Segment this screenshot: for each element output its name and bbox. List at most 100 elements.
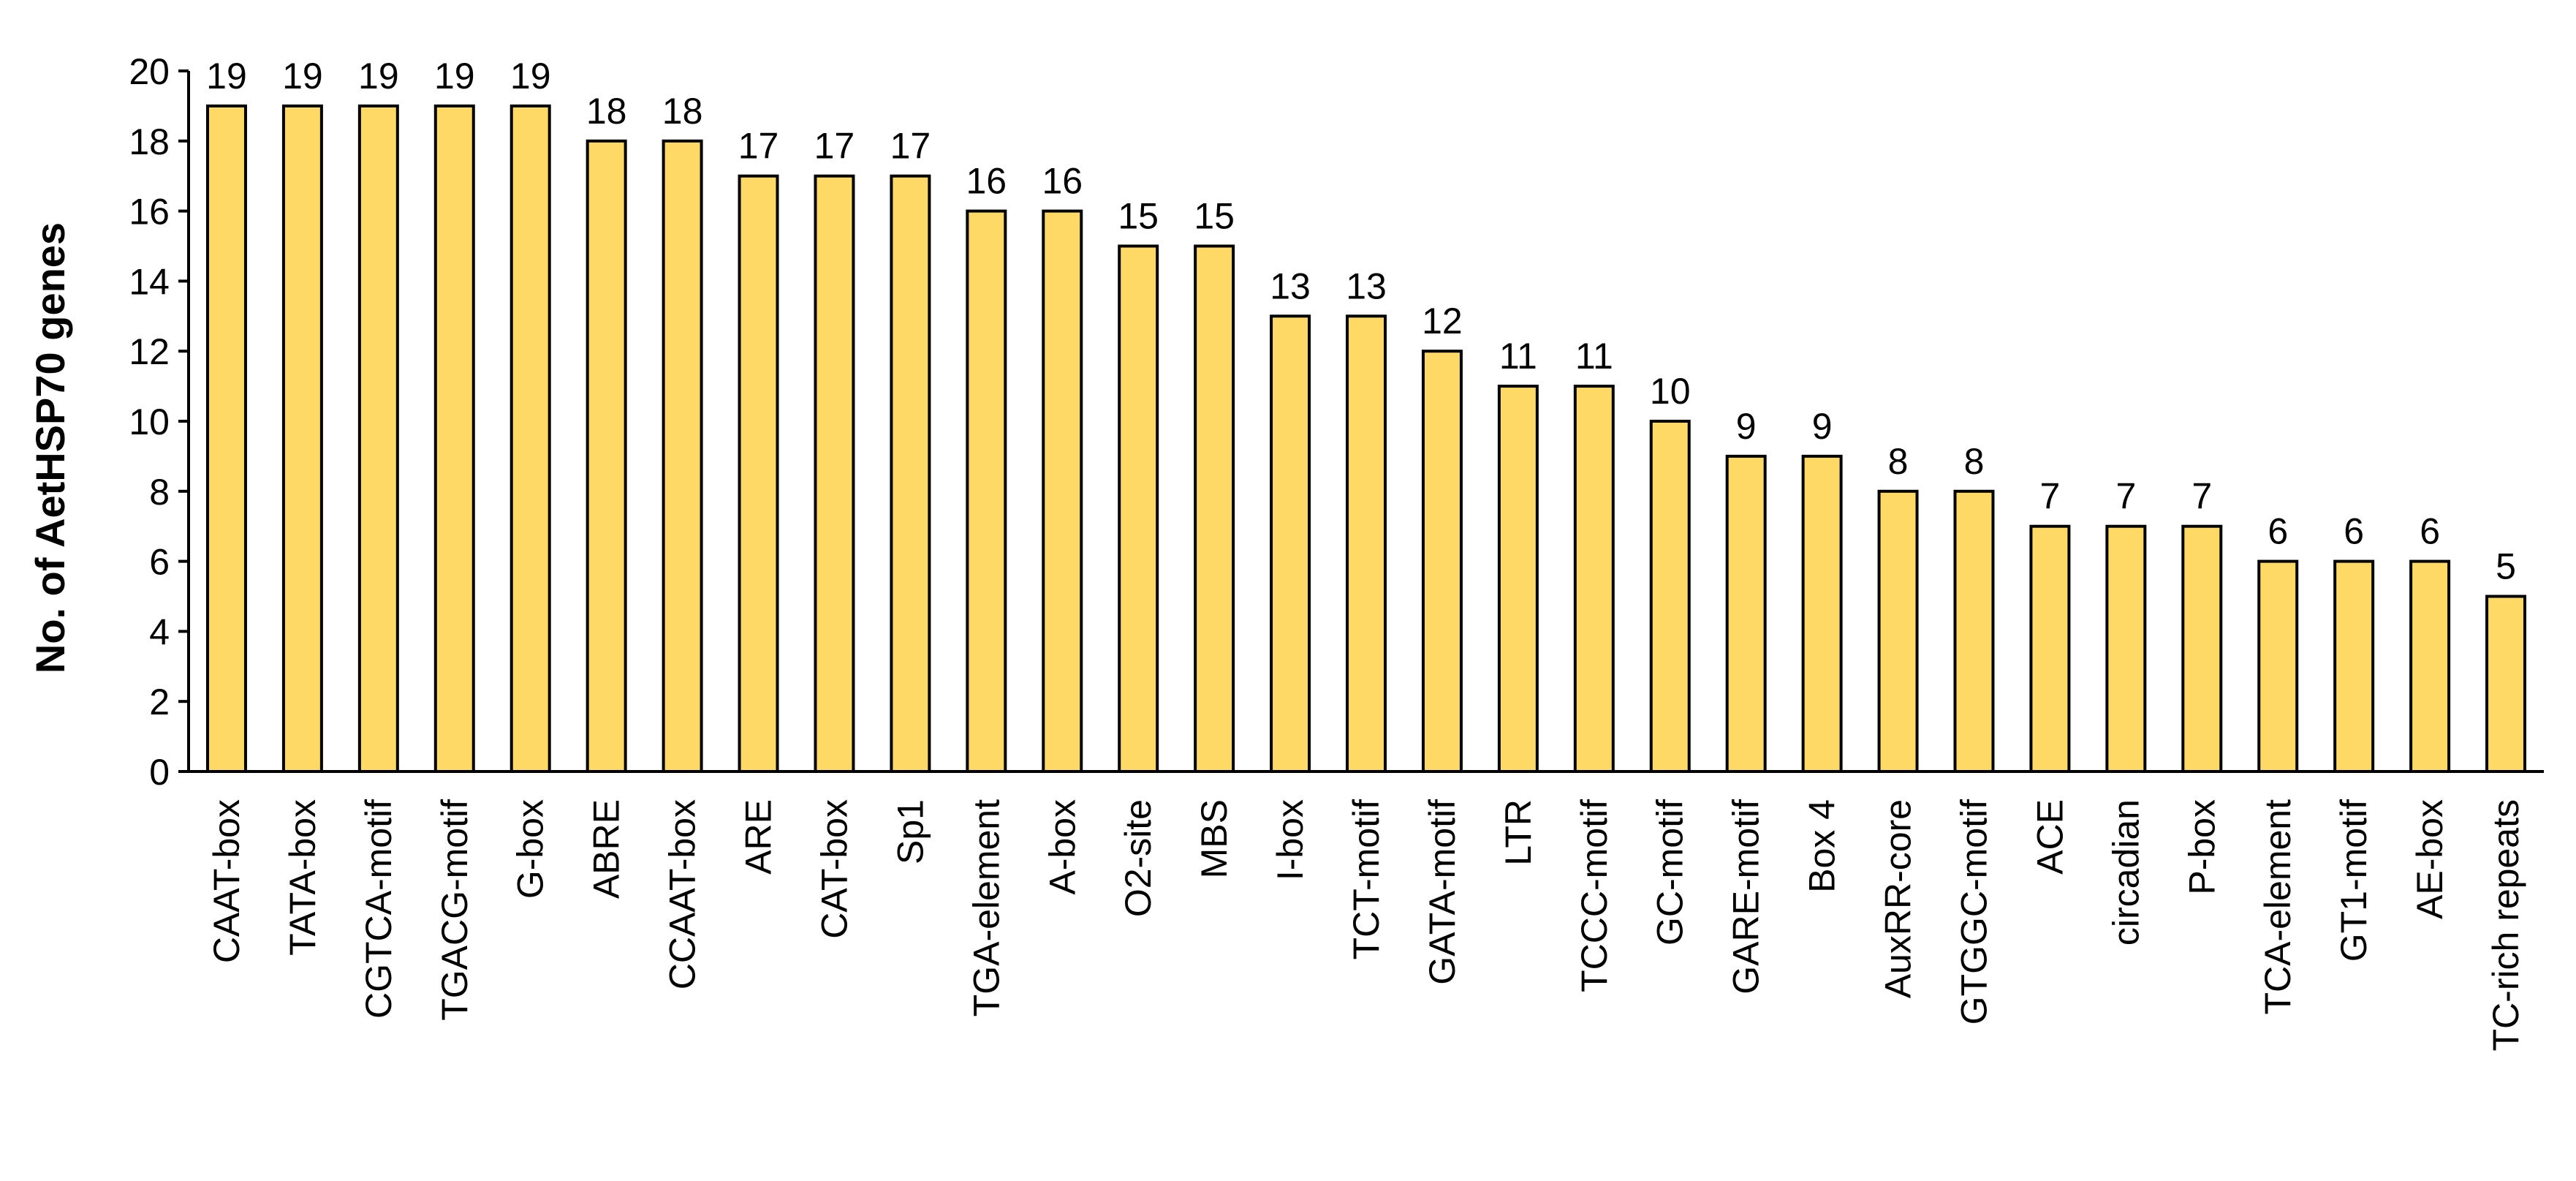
x-category-label: TC-rich repeats <box>2485 799 2526 1052</box>
bar <box>2485 595 2527 773</box>
x-category-label: ARE <box>738 799 779 875</box>
data-label: 7 <box>2040 476 2061 517</box>
bar <box>1421 350 1463 773</box>
data-label: 13 <box>1346 265 1387 306</box>
bar <box>662 139 703 774</box>
bar <box>2181 524 2223 773</box>
bar <box>1953 489 1995 773</box>
x-category-label: circadian <box>2105 799 2146 946</box>
data-label: 5 <box>2496 546 2516 587</box>
bars <box>205 104 2527 774</box>
x-category-label: TCA-element <box>2257 799 2298 1015</box>
x-category-label: CGTCA-motif <box>358 799 399 1019</box>
bar <box>1877 489 1919 773</box>
x-category-label: G-box <box>510 799 551 899</box>
x-axis-labels: CAAT-box TATA-box CGTCA-motif TGACG-motif G-… <box>206 799 2526 1052</box>
x-category-label: TCT-motif <box>1346 799 1387 960</box>
x-category-label: TATA-box <box>282 799 323 956</box>
data-label: 16 <box>1042 161 1083 202</box>
x-category-label: ABRE <box>586 799 627 899</box>
data-label: 17 <box>738 126 779 167</box>
x-category-label: O2-site <box>1118 799 1159 917</box>
y-tick-label: 2 <box>149 682 170 722</box>
x-category-label: AE-box <box>2409 799 2450 919</box>
x-category-label: I-box <box>1270 799 1311 880</box>
data-labels: 19 19 19 19 19 18 18 17 17 17 16 16 15 15 13 13 12 11 11 10… <box>206 56 2516 587</box>
data-label: 13 <box>1270 265 1311 306</box>
bar <box>966 209 1007 774</box>
data-label: 11 <box>1499 336 1537 377</box>
bar <box>205 104 247 773</box>
y-tick-label: 8 <box>149 472 170 513</box>
bar <box>1346 314 1387 773</box>
data-label: 18 <box>586 91 627 132</box>
bar <box>2257 559 2299 773</box>
data-label: 8 <box>1964 441 1985 482</box>
data-label: 6 <box>2344 511 2364 552</box>
data-label: 19 <box>510 56 551 97</box>
data-label: 10 <box>1650 371 1691 412</box>
x-category-label: GT1-motif <box>2333 799 2374 962</box>
x-category-label: ACE <box>2029 799 2070 875</box>
data-label: 6 <box>2420 511 2440 552</box>
x-category-label: TGACG-motif <box>434 799 475 1021</box>
x-category-label: LTR <box>1498 799 1539 866</box>
bar <box>509 104 551 773</box>
y-tick-label: 12 <box>129 331 170 372</box>
x-category-label: MBS <box>1194 799 1235 878</box>
y-tick-label: 6 <box>149 542 170 583</box>
x-category-label: CAAT-box <box>206 799 247 963</box>
y-tick-label: 20 <box>129 51 170 92</box>
data-label: 19 <box>434 56 475 97</box>
data-label: 8 <box>1888 441 1909 482</box>
data-label: 19 <box>358 56 399 97</box>
x-category-label: TCCC-motif <box>1574 799 1615 992</box>
x-category-label: GC-motif <box>1650 799 1691 946</box>
data-label: 16 <box>966 161 1007 202</box>
bar <box>2409 559 2451 773</box>
bar <box>814 174 855 773</box>
x-category-label: P-box <box>2181 799 2222 895</box>
bar <box>1573 385 1615 773</box>
data-label: 9 <box>1812 406 1833 447</box>
x-category-label: CAT-box <box>814 799 855 939</box>
bar <box>1194 244 1235 773</box>
bar <box>357 104 399 773</box>
x-category-label: GARE-motif <box>1726 799 1767 995</box>
bar <box>2105 524 2147 773</box>
x-category-label: GATA-motif <box>1422 799 1463 985</box>
x-category-label: TGA-element <box>966 799 1007 1016</box>
data-label: 6 <box>2268 511 2288 552</box>
bar <box>1118 244 1159 773</box>
bar <box>433 104 475 773</box>
bar <box>281 104 323 773</box>
data-label: 17 <box>890 126 931 167</box>
bar <box>1497 385 1539 773</box>
data-label: 19 <box>206 56 247 97</box>
data-label: 18 <box>662 91 703 132</box>
bar <box>1649 420 1691 773</box>
data-label: 15 <box>1194 196 1235 237</box>
data-label: 7 <box>2115 476 2136 517</box>
bar <box>586 139 627 774</box>
data-label: 19 <box>282 56 323 97</box>
data-label: 12 <box>1422 301 1463 342</box>
y-tick-label: 10 <box>129 401 170 442</box>
bar <box>1725 454 1767 774</box>
bar <box>1801 454 1843 774</box>
bar <box>890 174 931 773</box>
data-label: 15 <box>1118 196 1159 237</box>
y-tick-label: 16 <box>129 192 170 233</box>
x-category-label: Box 4 <box>1802 799 1843 893</box>
bar <box>2029 524 2071 773</box>
y-axis-title: No. of AetHSP70 genes <box>27 222 73 673</box>
y-axis-ticks: 0 2 4 6 8 10 12 14 16 18 20 <box>129 51 189 793</box>
y-tick-label: 0 <box>149 752 170 793</box>
bar <box>1270 314 1311 773</box>
data-label: 7 <box>2192 476 2212 517</box>
x-category-label: CCAAT-box <box>662 799 703 989</box>
y-tick-label: 4 <box>149 611 170 652</box>
y-tick-label: 14 <box>129 261 170 302</box>
